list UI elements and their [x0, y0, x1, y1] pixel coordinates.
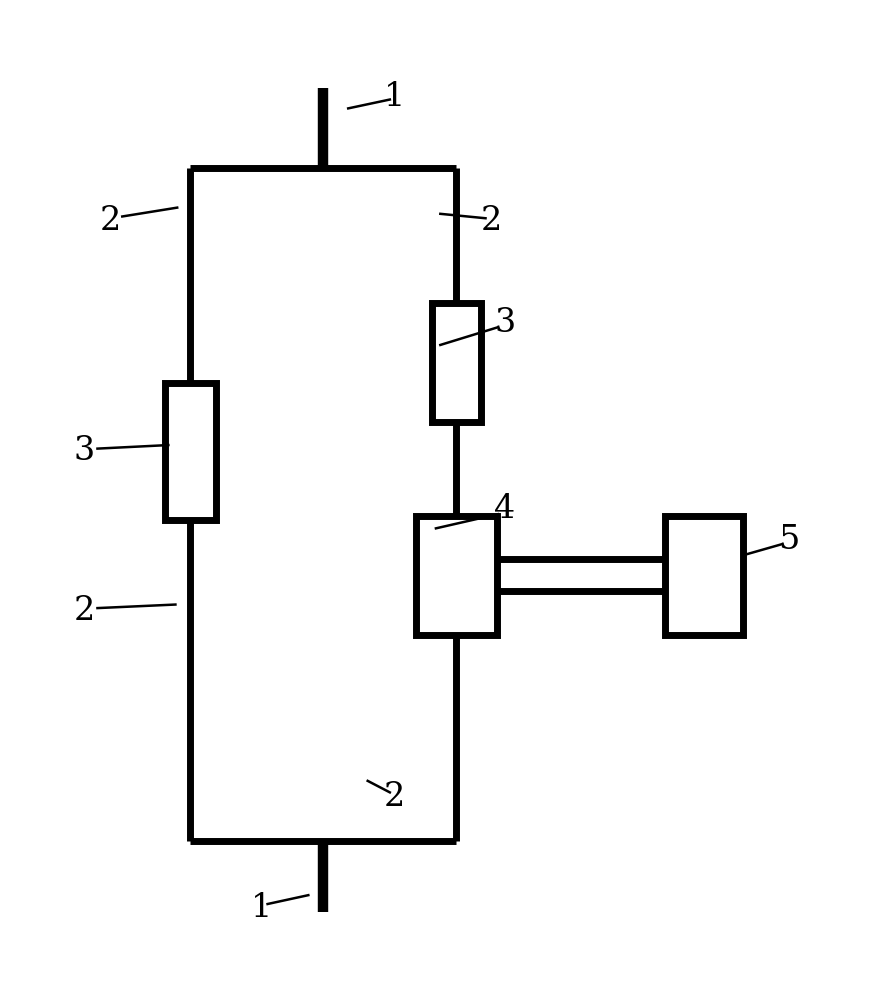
Bar [665, 516, 743, 635]
Text: 4: 4 [494, 493, 516, 525]
Text: 2: 2 [384, 781, 405, 813]
Text: 3: 3 [74, 435, 95, 467]
Text: 1: 1 [251, 892, 272, 924]
Text: 5: 5 [778, 524, 799, 556]
Text: 2: 2 [481, 205, 502, 237]
Bar [165, 383, 216, 520]
Text: 2: 2 [100, 205, 121, 237]
Bar [432, 303, 480, 422]
Text: 3: 3 [494, 307, 516, 339]
Bar [416, 516, 497, 635]
Text: 2: 2 [74, 595, 95, 627]
Text: 1: 1 [384, 81, 405, 113]
